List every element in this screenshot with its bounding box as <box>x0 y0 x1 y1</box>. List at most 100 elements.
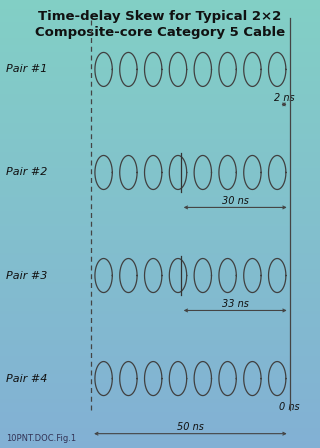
Text: Pair #3: Pair #3 <box>6 271 48 280</box>
Bar <box>0 226 320 228</box>
Bar <box>0 392 320 394</box>
Bar <box>0 412 320 414</box>
Bar <box>0 307 320 309</box>
Bar <box>0 148 320 150</box>
Bar <box>0 159 320 161</box>
Bar <box>0 0 320 2</box>
Bar <box>0 432 320 435</box>
Text: 30 ns: 30 ns <box>222 196 249 206</box>
Bar <box>0 43 320 45</box>
Bar <box>0 146 320 148</box>
Bar <box>0 94 320 96</box>
Bar <box>0 40 320 43</box>
Bar <box>0 18 320 20</box>
Bar <box>0 237 320 240</box>
Text: Pair #4: Pair #4 <box>6 374 48 383</box>
Bar <box>0 211 320 213</box>
Bar <box>0 280 320 282</box>
Bar <box>0 76 320 78</box>
Bar <box>0 282 320 284</box>
Bar <box>0 47 320 49</box>
Bar <box>0 110 320 112</box>
Bar <box>0 356 320 358</box>
Bar <box>0 426 320 428</box>
Bar <box>0 336 320 338</box>
Bar <box>0 376 320 379</box>
Bar <box>0 4 320 7</box>
Bar <box>0 45 320 47</box>
Bar <box>0 65 320 67</box>
Bar <box>0 116 320 119</box>
Bar <box>0 244 320 246</box>
Bar <box>0 332 320 334</box>
Bar <box>0 309 320 311</box>
Bar <box>0 92 320 94</box>
Text: 33 ns: 33 ns <box>222 299 249 309</box>
Bar <box>0 2 320 4</box>
Bar <box>0 314 320 316</box>
Bar <box>0 184 320 186</box>
Bar <box>0 367 320 370</box>
Bar <box>0 195 320 197</box>
Bar <box>0 206 320 208</box>
Bar <box>0 228 320 231</box>
Bar <box>0 414 320 417</box>
Bar <box>0 403 320 405</box>
Bar <box>0 81 320 83</box>
Bar <box>0 199 320 202</box>
Bar <box>0 204 320 206</box>
Bar <box>0 9 320 11</box>
Bar <box>0 361 320 363</box>
Bar <box>0 25 320 27</box>
Bar <box>0 56 320 58</box>
Bar <box>0 365 320 367</box>
Bar <box>0 224 320 226</box>
Bar <box>0 168 320 170</box>
Bar <box>0 220 320 222</box>
Bar <box>0 405 320 408</box>
Bar <box>0 293 320 296</box>
Bar <box>0 128 320 130</box>
Bar <box>0 267 320 269</box>
Bar <box>0 213 320 215</box>
Bar <box>0 240 320 242</box>
Bar <box>0 52 320 54</box>
Bar <box>0 34 320 36</box>
Bar <box>0 231 320 233</box>
Bar <box>0 215 320 217</box>
Bar <box>0 83 320 85</box>
Bar <box>0 258 320 260</box>
Bar <box>0 188 320 190</box>
Bar <box>0 345 320 347</box>
Bar <box>0 103 320 105</box>
Bar <box>0 347 320 349</box>
Bar <box>0 202 320 204</box>
Bar <box>0 69 320 72</box>
Bar <box>0 249 320 251</box>
Bar <box>0 311 320 314</box>
Bar <box>0 222 320 224</box>
Bar <box>0 114 320 116</box>
Bar <box>0 78 320 81</box>
Bar <box>0 74 320 76</box>
Bar <box>0 396 320 399</box>
Bar <box>0 385 320 388</box>
Bar <box>0 253 320 255</box>
Bar <box>0 190 320 193</box>
Bar <box>0 7 320 9</box>
Bar <box>0 401 320 403</box>
Bar <box>0 327 320 329</box>
Bar <box>0 54 320 56</box>
Bar <box>0 305 320 307</box>
Bar <box>0 11 320 13</box>
Text: 2 ns: 2 ns <box>274 93 294 103</box>
Bar <box>0 289 320 291</box>
Bar <box>0 435 320 437</box>
Bar <box>0 179 320 181</box>
Bar <box>0 428 320 430</box>
Bar <box>0 262 320 264</box>
Bar <box>0 410 320 412</box>
Bar <box>0 164 320 166</box>
Bar <box>0 132 320 134</box>
Bar <box>0 388 320 390</box>
